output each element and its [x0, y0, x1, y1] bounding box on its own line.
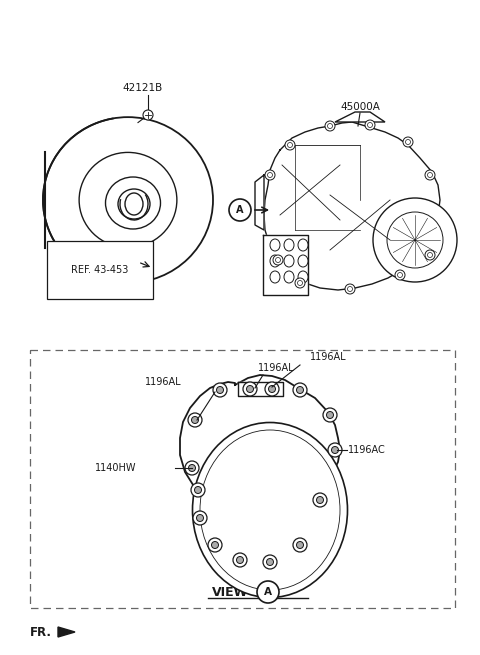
- Circle shape: [293, 538, 307, 552]
- Text: VIEW: VIEW: [212, 586, 248, 599]
- Circle shape: [285, 140, 295, 150]
- Circle shape: [268, 386, 276, 392]
- Circle shape: [323, 408, 337, 422]
- Circle shape: [297, 542, 303, 548]
- Circle shape: [257, 581, 279, 603]
- Circle shape: [313, 493, 327, 507]
- Circle shape: [192, 417, 199, 424]
- Circle shape: [326, 411, 334, 419]
- Text: 1196AC: 1196AC: [348, 445, 386, 455]
- Circle shape: [403, 137, 413, 147]
- Text: 42121B: 42121B: [123, 83, 163, 93]
- Circle shape: [265, 170, 275, 180]
- Circle shape: [365, 120, 375, 130]
- Circle shape: [263, 555, 277, 569]
- Circle shape: [266, 559, 274, 565]
- Circle shape: [229, 199, 251, 221]
- Circle shape: [208, 538, 222, 552]
- Text: 1196AL: 1196AL: [310, 352, 347, 362]
- Circle shape: [143, 110, 153, 120]
- Text: 1196AL: 1196AL: [145, 377, 181, 387]
- Ellipse shape: [284, 271, 294, 283]
- Text: 45000A: 45000A: [340, 102, 380, 112]
- Circle shape: [212, 542, 218, 548]
- Circle shape: [233, 553, 247, 567]
- Text: A: A: [264, 587, 272, 597]
- Circle shape: [425, 250, 435, 260]
- Ellipse shape: [298, 255, 308, 267]
- Polygon shape: [255, 175, 264, 230]
- Circle shape: [247, 386, 253, 392]
- Circle shape: [293, 383, 307, 397]
- Circle shape: [189, 464, 195, 472]
- Circle shape: [316, 496, 324, 504]
- Ellipse shape: [298, 239, 308, 251]
- Polygon shape: [238, 382, 283, 396]
- Circle shape: [425, 170, 435, 180]
- Ellipse shape: [284, 239, 294, 251]
- Circle shape: [185, 461, 199, 475]
- Text: A: A: [236, 205, 244, 215]
- Circle shape: [328, 443, 342, 457]
- Circle shape: [265, 382, 279, 396]
- Circle shape: [273, 255, 283, 265]
- Text: FR.: FR.: [30, 626, 52, 639]
- Text: REF. 43-453: REF. 43-453: [72, 265, 129, 275]
- Polygon shape: [335, 112, 385, 122]
- Circle shape: [191, 483, 205, 497]
- Circle shape: [194, 487, 202, 493]
- Ellipse shape: [298, 271, 308, 283]
- Circle shape: [345, 284, 355, 294]
- Text: 1196AL: 1196AL: [258, 363, 295, 373]
- Ellipse shape: [270, 255, 280, 267]
- Circle shape: [243, 382, 257, 396]
- Circle shape: [373, 198, 457, 282]
- Bar: [30, 350, 455, 608]
- Ellipse shape: [270, 239, 280, 251]
- Polygon shape: [263, 235, 308, 295]
- Circle shape: [332, 447, 338, 453]
- Ellipse shape: [192, 422, 348, 597]
- Circle shape: [213, 383, 227, 397]
- Circle shape: [297, 386, 303, 394]
- Polygon shape: [58, 627, 75, 637]
- Circle shape: [193, 511, 207, 525]
- Circle shape: [325, 121, 335, 131]
- Circle shape: [188, 413, 202, 427]
- Ellipse shape: [284, 255, 294, 267]
- Polygon shape: [180, 375, 340, 566]
- Polygon shape: [264, 122, 440, 290]
- Circle shape: [295, 278, 305, 288]
- Circle shape: [216, 386, 224, 394]
- Circle shape: [395, 270, 405, 280]
- Ellipse shape: [270, 271, 280, 283]
- Text: 1140HW: 1140HW: [95, 463, 136, 473]
- Circle shape: [237, 557, 243, 563]
- Circle shape: [196, 514, 204, 521]
